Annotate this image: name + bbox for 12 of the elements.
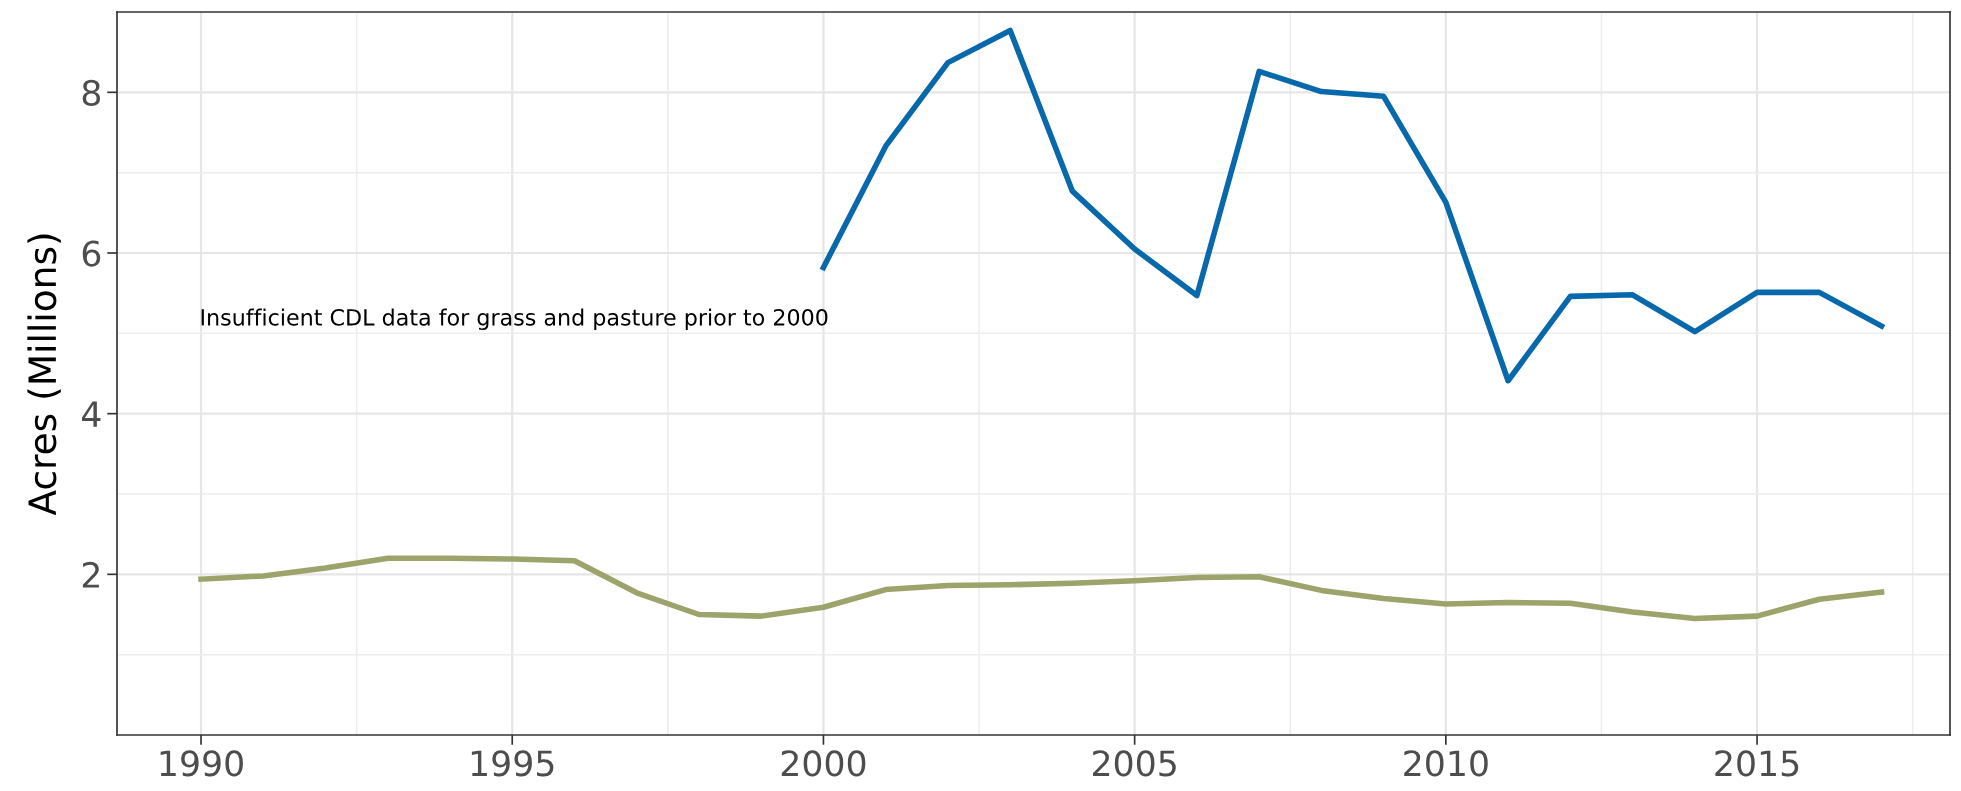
x-tick-label: 2005	[1093, 750, 1176, 777]
x-tick-label: 1990	[160, 750, 243, 777]
y-tick-label: 4	[82, 401, 101, 427]
x-tick-label: 2000	[781, 750, 866, 777]
y-tick-label: 2	[82, 561, 99, 588]
x-tick-label: 1995	[471, 750, 554, 777]
x-tick-label: 2010	[1404, 750, 1488, 777]
y-tick-label: 6	[82, 240, 101, 267]
y-axis-title: Acres (Millions)	[27, 234, 61, 516]
annotation: Insufficient CDL data for grass and pasture prior to 2000	[201, 308, 828, 331]
y-tick-label: 8	[82, 79, 101, 107]
x-tick-label: 2015	[1715, 750, 1799, 777]
